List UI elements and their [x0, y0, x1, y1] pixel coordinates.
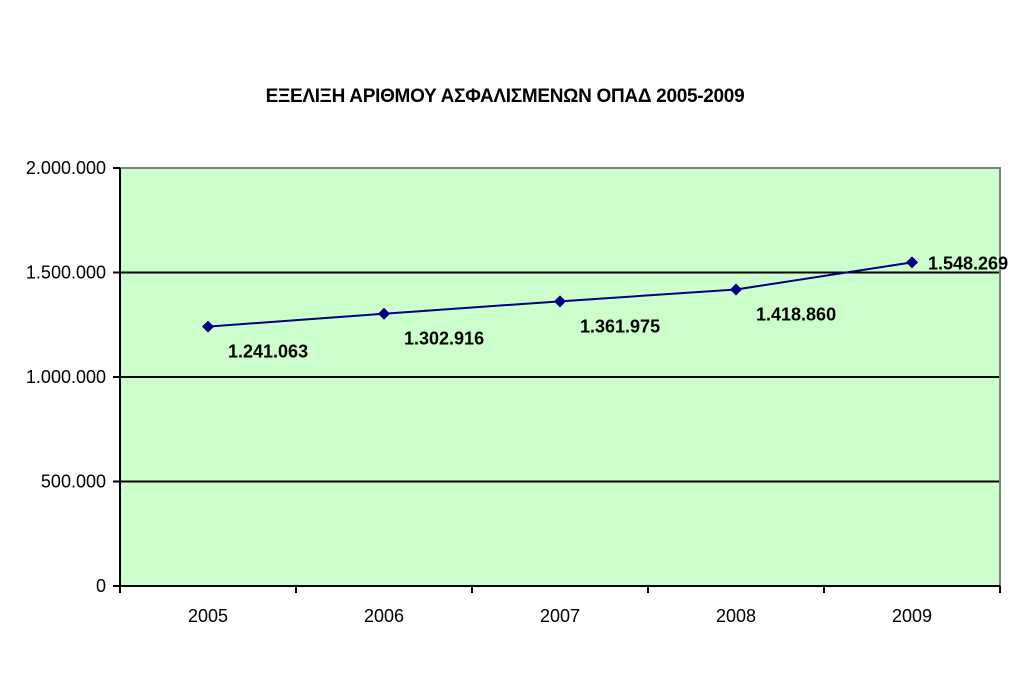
x-tick-label: 2005 — [188, 606, 228, 626]
data-point-marker — [554, 295, 566, 308]
data-point-marker — [378, 307, 390, 320]
data-labels: 1.241.063 1.302.916 1.361.975 1.418.860 1.54… — [228, 253, 1008, 361]
y-axis-ticks: 0 500.000 1.000.000 1.500.000 2.000.000 — [26, 158, 120, 596]
data-label: 1.361.975 — [580, 316, 660, 336]
x-tick-label: 2007 — [540, 606, 580, 626]
y-tick-label: 1.000.000 — [26, 367, 106, 387]
y-tick-label: 0 — [96, 576, 106, 596]
data-point-marker — [906, 256, 918, 269]
data-point-marker — [202, 320, 214, 333]
data-point-marker — [730, 283, 742, 296]
chart-title: ΕΞΕΛΙΞΗ ΑΡΙΘΜΟΥ ΑΣΦΑΛΙΣΜΕΝΩΝ ΟΠΑΔ 2005-2… — [265, 86, 745, 107]
data-label: 1.302.916 — [404, 329, 484, 349]
gridlines — [120, 271, 1000, 483]
y-tick-label: 1.500.000 — [26, 263, 106, 283]
x-tick-label: 2009 — [892, 606, 932, 626]
series — [202, 256, 918, 333]
x-axis-ticks: 2005 2006 2007 2008 2009 — [119, 586, 1001, 626]
x-tick-label: 2008 — [716, 606, 756, 626]
x-tick-label: 2006 — [364, 606, 404, 626]
y-tick-label: 500.000 — [41, 472, 106, 492]
data-label: 1.418.860 — [756, 304, 836, 324]
y-tick-label: 2.000.000 — [26, 158, 106, 178]
data-label: 1.241.063 — [228, 342, 308, 362]
data-label: 1.548.269 — [928, 253, 1008, 273]
